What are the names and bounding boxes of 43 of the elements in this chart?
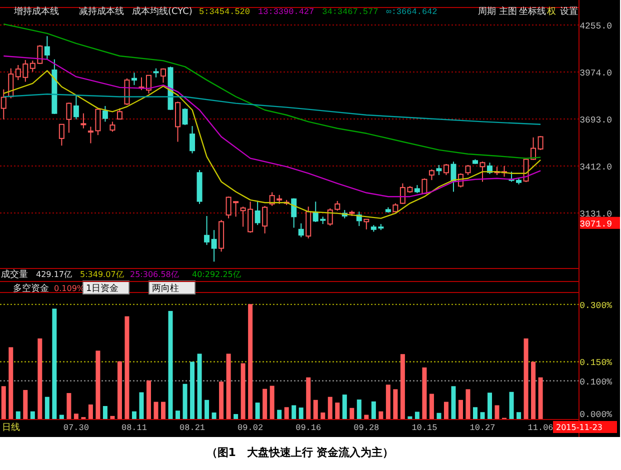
annotation: 主图: [499, 6, 517, 17]
x-tick-label: 10.15: [412, 423, 438, 433]
y-tick-label: 0.300%: [580, 300, 613, 311]
text: 13:3390.427: [258, 7, 314, 17]
text: 5:349.07亿: [80, 270, 124, 279]
annotation: 增持成本线: [13, 6, 59, 17]
y-tick-label: 3693.0: [580, 116, 612, 126]
text: 设置: [560, 6, 578, 17]
y-tick-label: 3974.0: [580, 68, 612, 79]
text: 25:306.58亿: [130, 270, 179, 279]
text: 成交量: [1, 269, 28, 280]
y-tick-label: 3071.9: [580, 219, 612, 230]
x-tick-label: 08.21: [180, 423, 206, 433]
annotation: 0.109%: [54, 284, 85, 293]
text: 5:3454.520: [199, 7, 250, 17]
x-tick-label: 11.06: [528, 423, 554, 433]
x-tick-label: 07.30: [63, 423, 89, 433]
text: ∞:3664.642: [386, 7, 438, 17]
x-tick-label: 08.11: [121, 423, 147, 433]
annotation: 周期: [478, 6, 496, 17]
x-tick-label: 10.27: [470, 423, 496, 433]
text: 权: [546, 6, 556, 17]
text: 日线: [2, 422, 20, 433]
text: 2015-11-23: [556, 423, 602, 432]
text: （图1 大盘快速上行 资金流入为主）: [206, 446, 394, 459]
x-tick-label: 09.02: [238, 423, 264, 433]
text: 429.17亿: [36, 270, 72, 279]
y-tick-label: 0.150%: [580, 358, 613, 368]
y-tick-label: 3131.0: [580, 209, 612, 220]
x-tick-label: 09.16: [296, 423, 322, 433]
annotation: 成本均线(CYC): [132, 6, 192, 17]
annotation: 两向柱: [152, 283, 179, 294]
annotation: 减持成本线: [79, 6, 124, 17]
x-tick-label: 09.28: [354, 423, 380, 433]
annotation: 坐标线: [519, 6, 546, 17]
y-tick-label: 4255.0: [580, 22, 612, 32]
text: 40:292.25亿: [192, 270, 241, 279]
y-tick-label: 0.000%: [580, 410, 613, 420]
annotation: 1日资金: [86, 283, 119, 294]
y-tick-label: 0.100%: [580, 377, 613, 388]
annotation: 多空资金: [13, 283, 49, 294]
text: 34:3467.577: [322, 7, 378, 17]
y-tick-label: 3412.0: [580, 162, 612, 173]
